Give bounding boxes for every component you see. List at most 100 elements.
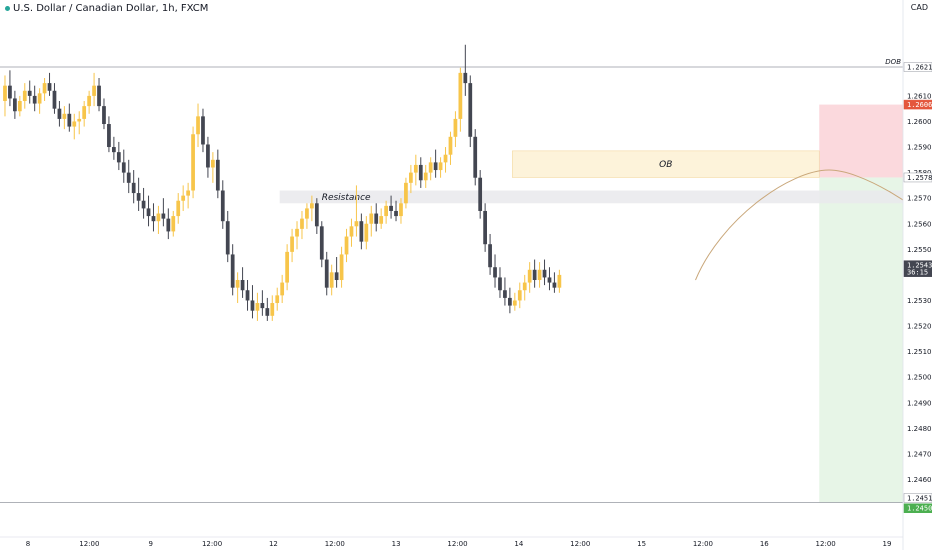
candle-body[interactable]: [537, 269, 542, 281]
candle-body[interactable]: [62, 113, 67, 119]
candle-body[interactable]: [191, 134, 195, 191]
candle-body[interactable]: [319, 226, 324, 260]
candle-body[interactable]: [235, 280, 240, 288]
candle-body[interactable]: [413, 164, 418, 173]
candle-body[interactable]: [265, 308, 270, 316]
candle-body[interactable]: [295, 228, 299, 237]
candle-body[interactable]: [225, 221, 230, 255]
candle-body[interactable]: [171, 216, 176, 232]
candle-body[interactable]: [542, 269, 547, 278]
candle-body[interactable]: [42, 83, 47, 94]
candle-body[interactable]: [112, 147, 116, 153]
candle-body[interactable]: [121, 162, 126, 173]
candle-body[interactable]: [409, 172, 413, 183]
candle-body[interactable]: [32, 95, 37, 104]
time-axis[interactable]: 8 12:00 9 12:00 12 12:00 13 12:00 14 12:00 15 12:00…: [0, 536, 903, 548]
candle-body[interactable]: [522, 282, 527, 291]
candle-body[interactable]: [374, 213, 379, 224]
candle-body[interactable]: [206, 144, 210, 168]
candle-body[interactable]: [433, 162, 438, 171]
candle-body[interactable]: [379, 216, 384, 224]
candle-body[interactable]: [57, 108, 62, 119]
candle-body[interactable]: [369, 213, 374, 224]
candle-body[interactable]: [508, 297, 512, 306]
candle-body[interactable]: [260, 303, 265, 309]
candle-body[interactable]: [176, 200, 181, 217]
candle-body[interactable]: [285, 251, 289, 283]
candle-body[interactable]: [220, 190, 225, 222]
candle-body[interactable]: [359, 221, 364, 242]
candle-body[interactable]: [13, 98, 17, 112]
candle-body[interactable]: [47, 83, 52, 91]
candle-body[interactable]: [404, 182, 408, 204]
candle-body[interactable]: [77, 118, 82, 122]
candle-body[interactable]: [255, 303, 260, 311]
candle-body[interactable]: [512, 300, 517, 306]
candle-body[interactable]: [364, 223, 369, 242]
candle-body[interactable]: [517, 290, 522, 301]
candle-body[interactable]: [314, 203, 319, 227]
candle-body[interactable]: [116, 152, 121, 163]
candle-body[interactable]: [92, 85, 96, 96]
candle-body[interactable]: [547, 277, 552, 283]
candle-body[interactable]: [305, 208, 309, 219]
candle-body[interactable]: [290, 236, 294, 252]
candle-body[interactable]: [349, 226, 354, 237]
candle-body[interactable]: [196, 116, 200, 135]
candle-body[interactable]: [483, 210, 487, 245]
candle-body[interactable]: [310, 203, 314, 209]
candle-body[interactable]: [300, 218, 304, 229]
candle-body[interactable]: [275, 295, 280, 304]
candle-body[interactable]: [339, 254, 344, 281]
candle-body[interactable]: [250, 300, 255, 311]
candle-body[interactable]: [87, 95, 91, 107]
candle-body[interactable]: [532, 269, 537, 281]
candle-body[interactable]: [557, 274, 562, 288]
candle-body[interactable]: [438, 162, 443, 171]
candle-body[interactable]: [493, 267, 497, 278]
candle-body[interactable]: [230, 254, 235, 288]
candle-body[interactable]: [394, 210, 398, 217]
projection-arc[interactable]: [695, 169, 932, 497]
candle-body[interactable]: [146, 208, 151, 217]
candle-body[interactable]: [488, 244, 492, 268]
candle-body[interactable]: [354, 221, 359, 227]
candle-body[interactable]: [156, 213, 161, 222]
candle-body[interactable]: [201, 116, 205, 145]
candle-body[interactable]: [498, 277, 502, 291]
candle-body[interactable]: [107, 124, 111, 148]
candle-body[interactable]: [443, 154, 448, 163]
candle-body[interactable]: [151, 216, 156, 222]
candle-body[interactable]: [17, 101, 22, 112]
candle-body[interactable]: [27, 90, 32, 96]
candle-body[interactable]: [329, 272, 334, 288]
candle-body[interactable]: [67, 113, 72, 127]
candle-body[interactable]: [418, 164, 423, 181]
candle-body[interactable]: [3, 85, 7, 102]
candle-body[interactable]: [131, 182, 136, 194]
candle-body[interactable]: [399, 203, 403, 217]
candle-body[interactable]: [102, 106, 106, 125]
candle-body[interactable]: [97, 85, 101, 107]
candle-body[interactable]: [463, 72, 468, 84]
candle-body[interactable]: [280, 282, 285, 296]
candle-body[interactable]: [478, 177, 483, 211]
price-axis[interactable]: 1.261001.260001.259001.258001.257001.256…: [902, 0, 932, 550]
candle-body[interactable]: [141, 200, 146, 209]
candle-body[interactable]: [324, 259, 329, 288]
candle-body[interactable]: [453, 118, 458, 137]
candle-body[interactable]: [37, 93, 42, 104]
candle-body[interactable]: [240, 280, 245, 291]
candle-body[interactable]: [126, 172, 131, 183]
candle-body[interactable]: [215, 159, 220, 191]
candle-body[interactable]: [428, 162, 433, 173]
candle-body[interactable]: [136, 193, 141, 201]
candle-body[interactable]: [245, 290, 250, 301]
candle-body[interactable]: [458, 72, 463, 119]
candle-body[interactable]: [186, 190, 190, 196]
candle-body[interactable]: [82, 106, 87, 119]
candle-body[interactable]: [423, 172, 428, 181]
candle-body[interactable]: [448, 136, 453, 155]
candle-body[interactable]: [270, 303, 275, 316]
candle-body[interactable]: [384, 205, 388, 217]
